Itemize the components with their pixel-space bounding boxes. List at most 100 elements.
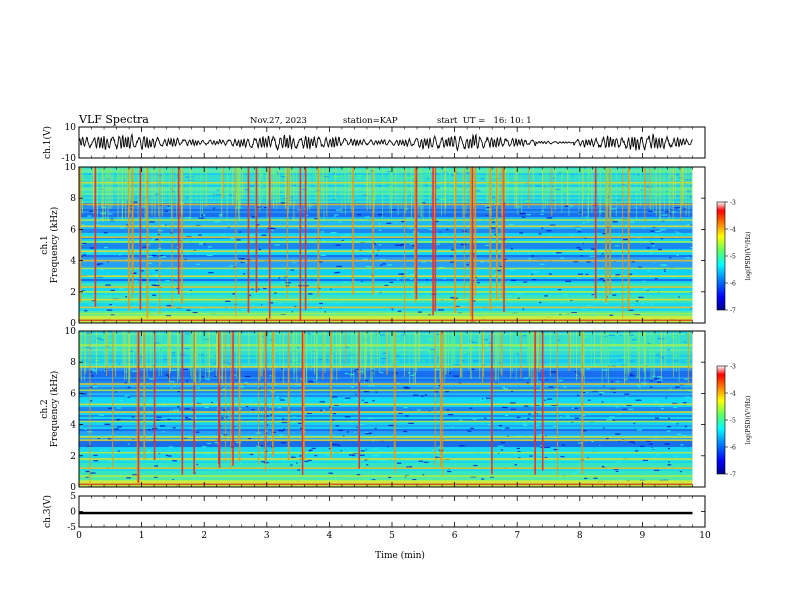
ch1-spec-speckle: [411, 293, 416, 296]
ch1-spec-speckle: [151, 254, 157, 257]
ch2-spec-speckle: [249, 453, 254, 456]
ch1-spec-sferic: [449, 167, 451, 205]
ch1-spec-sferic: [191, 167, 193, 204]
ch2-spec-speckle: [269, 410, 272, 412]
ch2-spec-speckle: [194, 472, 196, 474]
ch2-spec-sferic: [537, 331, 539, 366]
ch1-spec-speckle: [655, 230, 662, 233]
ch2-spec-speckle: [104, 423, 111, 425]
ch1-spec-sferic: [288, 167, 290, 203]
ch1-spec-speckle: [421, 261, 427, 263]
ch2-spec-sferic: [177, 331, 179, 382]
ch1-spec-sferic: [315, 167, 317, 202]
ch1-spec-speckle: [362, 258, 368, 260]
ch2-spec-sferic: [376, 331, 378, 368]
ch1-spec-speckle: [494, 234, 497, 236]
ch1-spec-speckle: [267, 227, 274, 229]
ch1-spec-texture-row: [79, 261, 693, 264]
ch2-spec-speckle: [571, 407, 575, 409]
ch1-spec-speckle: [604, 292, 610, 294]
ch1-spec-speckle: [193, 309, 196, 312]
ch1-spectrogram-ylabel-channel: ch.1: [40, 235, 50, 254]
ch2-spec-sferic: [339, 331, 341, 369]
ch1-spec-sferic: [606, 167, 608, 207]
ch1-spec-speckle: [315, 191, 318, 194]
ch1-spec-texture-row: [79, 205, 693, 208]
ch1-spec-speckle: [220, 234, 225, 236]
ch1-spec-texture-row: [79, 281, 693, 284]
ch2-spec-speckle: [629, 441, 635, 443]
ch1-spec-sferic: [235, 167, 237, 317]
ch2-spec-sferic: [360, 331, 362, 364]
ch2-spec-speckle: [309, 463, 316, 465]
ch2-spec-speckle: [337, 429, 343, 431]
ch1-spec-speckle: [155, 269, 158, 272]
ch1-spec-speckle: [329, 233, 331, 235]
ch2-spec-sferic: [279, 331, 281, 364]
ch2-spec-speckle: [657, 337, 661, 340]
ch2-spec-speckle: [158, 452, 161, 455]
ch1-spec-speckle: [82, 290, 85, 292]
ch2-spec-speckle: [311, 447, 316, 449]
ch1-spec-speckle: [502, 311, 506, 314]
ch2-spec-speckle: [618, 440, 621, 442]
ch2-spec-sferic: [272, 331, 274, 457]
ch1-spec-texture-row: [79, 171, 693, 174]
ch1-spec-speckle: [485, 208, 491, 211]
ch2-spec-speckle: [126, 477, 131, 479]
ch2-spec-speckle: [167, 455, 172, 457]
ch2-spec-speckle: [659, 338, 666, 340]
ch1-spec-texture-row: [79, 305, 693, 308]
ch2-spec-speckle: [544, 456, 548, 459]
ch2-spec-speckle: [364, 459, 366, 461]
ch2-spec-speckle: [502, 406, 508, 409]
ch2-spec-sferic: [527, 331, 529, 363]
ch1-spec-speckle: [225, 300, 231, 302]
ch1-spec-speckle: [533, 283, 539, 285]
ch2-spec-speckle: [108, 407, 113, 409]
ch2-spec-speckle: [447, 372, 451, 374]
ch1-spec-speckle: [256, 205, 261, 207]
ch1-spec-speckle: [598, 210, 605, 212]
ch2-spec-speckle: [646, 440, 651, 442]
ch1-spec-sferic: [561, 167, 563, 205]
ch2-spec-speckle: [599, 391, 605, 394]
ch1-spec-speckle: [635, 288, 639, 290]
ch1-spec-sferic: [157, 167, 159, 216]
ch1-spec-speckle: [303, 208, 305, 210]
ch1-spec-speckle: [557, 289, 562, 291]
ch1-spec-sferic: [532, 167, 534, 202]
ch1-spec-sferic: [610, 167, 612, 217]
ch1-spec-lowfreq-line: [79, 319, 693, 322]
ch1-spec-speckle: [524, 200, 530, 202]
ch2-spec-speckle: [89, 386, 93, 388]
ch1-spec-speckle: [291, 311, 293, 313]
ch2-spec-speckle: [433, 454, 440, 456]
ch1-spec-sferic: [82, 167, 84, 214]
ch1-spec-speckle: [622, 239, 628, 241]
ch1-spec-speckle: [650, 230, 655, 232]
ch2-spec-sferic: [212, 331, 214, 372]
ch2-spec-sferic: [607, 331, 609, 385]
ch2-spec-sferic: [403, 331, 405, 377]
ch1-spec-speckle: [378, 223, 381, 225]
ch2-spec-speckle: [670, 388, 672, 390]
ch2-spec-sferic: [193, 331, 195, 386]
ch2-spec-sferic: [181, 331, 184, 475]
ch2-spec-sferic: [534, 331, 536, 475]
ch1-spec-speckle: [570, 234, 575, 236]
ch1-spec-speckle: [213, 221, 220, 223]
ch2-spec-speckle: [684, 378, 689, 380]
ch1-spec-speckle: [517, 297, 520, 299]
ch1-spec-speckle: [161, 256, 167, 258]
ch1-spec-speckle: [280, 281, 284, 283]
ch2-spec-texture-row: [79, 359, 693, 362]
ch2-colorbar-tick-label: -5: [730, 418, 736, 425]
ch1-spec-speckle: [149, 221, 155, 223]
ch2-spec-speckle: [297, 469, 301, 471]
ch2-spec-speckle: [630, 375, 635, 377]
ch2-spec-sferic: [624, 331, 626, 385]
ch2-spec-speckle: [293, 416, 296, 418]
ch1-spec-speckle: [631, 261, 636, 263]
ch2-spec-lowfreq-line: [79, 483, 693, 486]
